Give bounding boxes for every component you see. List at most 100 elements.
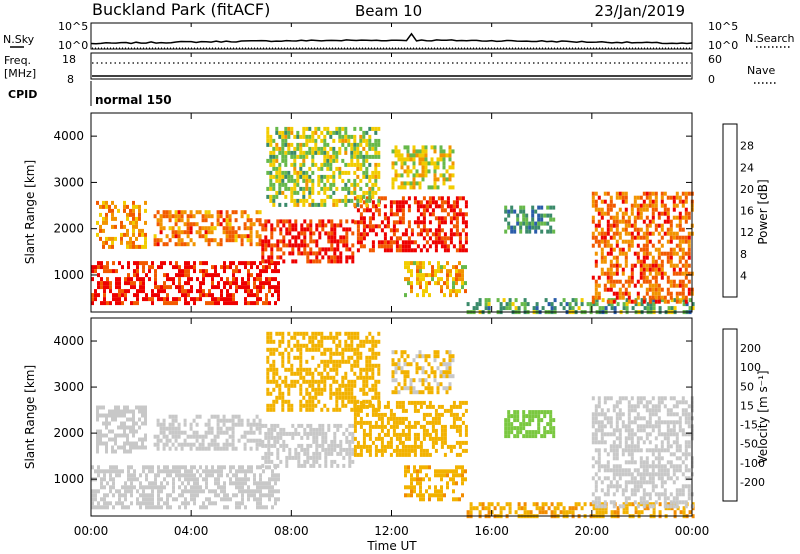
range-gate-cell [639,476,643,481]
range-gate-cell [156,210,160,215]
range-gate-cell [264,443,268,448]
range-gate-cell [359,142,363,147]
range-gate-cell [311,355,315,360]
range-gate-cell [368,444,372,449]
range-gate-cell [356,407,360,412]
range-gate-cell [356,154,360,159]
range-gate-cell [244,265,247,270]
range-gate-cell [281,174,285,179]
range-gate-cell [445,390,449,395]
range-gate-cell [139,485,142,490]
range-gate-cell [594,191,598,196]
range-gate-cell [445,386,449,391]
range-gate-cell [507,422,511,427]
range-gate-cell [684,263,688,268]
range-gate-cell [666,211,670,216]
range-gate-cell [537,422,541,427]
range-gate-cell [262,481,265,486]
range-gate-cell [264,227,268,232]
range-gate-cell [317,383,321,388]
range-gate-cell [597,211,601,216]
range-gate-cell [103,285,106,290]
range-gate-cell [296,174,300,179]
range-gate-cell [440,289,443,294]
range-gate-cell [440,236,444,241]
range-gate-cell [277,293,280,298]
range-gate-cell [407,281,410,286]
range-gate-cell [684,251,688,256]
range-gate-cell [449,232,453,237]
range-gate-cell [211,469,214,474]
range-gate-cell [300,231,304,236]
range-gate-cell [424,169,428,174]
range-gate-cell [615,484,619,489]
range-gate-cell [267,435,271,440]
range-gate-cell [226,505,229,510]
range-gate-cell [416,232,420,237]
range-gate-cell [552,229,556,234]
range-gate-cell [598,306,602,311]
range-gate-cell [103,289,106,294]
range-gate-cell [199,289,202,294]
range-gate-cell [443,452,447,457]
range-gate-cell [266,130,270,135]
range-gate-cell [299,375,303,380]
range-gate-cell [350,162,354,167]
range-gate-cell [163,297,166,302]
range-gate-cell [275,154,279,159]
range-gate-cell [293,383,297,388]
ytick-label: 2000 [53,222,84,236]
range-gate-cell [559,510,563,515]
range-gate-cell [247,277,250,282]
range-gate-cell [309,247,313,252]
range-gate-cell [615,424,619,429]
range-gate-cell [458,497,461,502]
range-gate-cell [156,438,160,443]
range-gate-cell [133,269,136,274]
range-gate-cell [190,289,193,294]
range-gate-cell [597,239,601,244]
range-gate-cell [296,198,300,203]
range-gate-cell [262,281,265,286]
range-gate-cell [621,219,625,224]
range-gate-cell [249,222,253,227]
range-gate-cell [219,214,223,219]
range-gate-cell [256,265,259,270]
range-gate-cell [211,277,214,282]
range-gate-cell [681,295,685,300]
range-gate-cell [297,431,301,436]
range-gate-cell [344,138,348,143]
range-gate-cell [285,443,289,448]
range-gate-cell [297,463,301,468]
range-gate-cell [562,298,566,303]
range-gate-cell [314,331,318,336]
range-gate-cell [624,255,628,260]
range-gate-cell [126,441,129,446]
range-gate-cell [172,281,175,286]
range-gate-cell [371,228,375,233]
range-gate-cell [96,220,99,225]
range-gate-cell [338,395,342,400]
range-gate-cell [126,433,129,438]
range-gate-cell [326,126,330,131]
range-gate-cell [256,301,259,306]
range-gate-cell [464,232,468,237]
range-gate-cell [165,438,169,443]
freq-panel: Freq. [MHz] 18 8 60 0 Nave [4,52,776,86]
range-gate-cell [108,409,111,414]
range-gate-cell [422,196,426,201]
range-gate-cell [320,343,324,348]
range-gate-cell [359,134,363,139]
range-gate-cell [365,383,369,388]
range-gate-cell [243,234,247,239]
range-gate-cell [633,408,637,413]
range-gate-cell [124,485,127,490]
range-gate-cell [660,235,664,240]
range-gate-cell [300,251,304,256]
range-gate-cell [163,285,166,290]
range-gate-cell [214,477,217,482]
range-gate-cell [99,437,102,442]
range-gate-cell [419,493,422,498]
range-gate-cell [231,234,235,239]
range-gate-cell [112,293,115,298]
